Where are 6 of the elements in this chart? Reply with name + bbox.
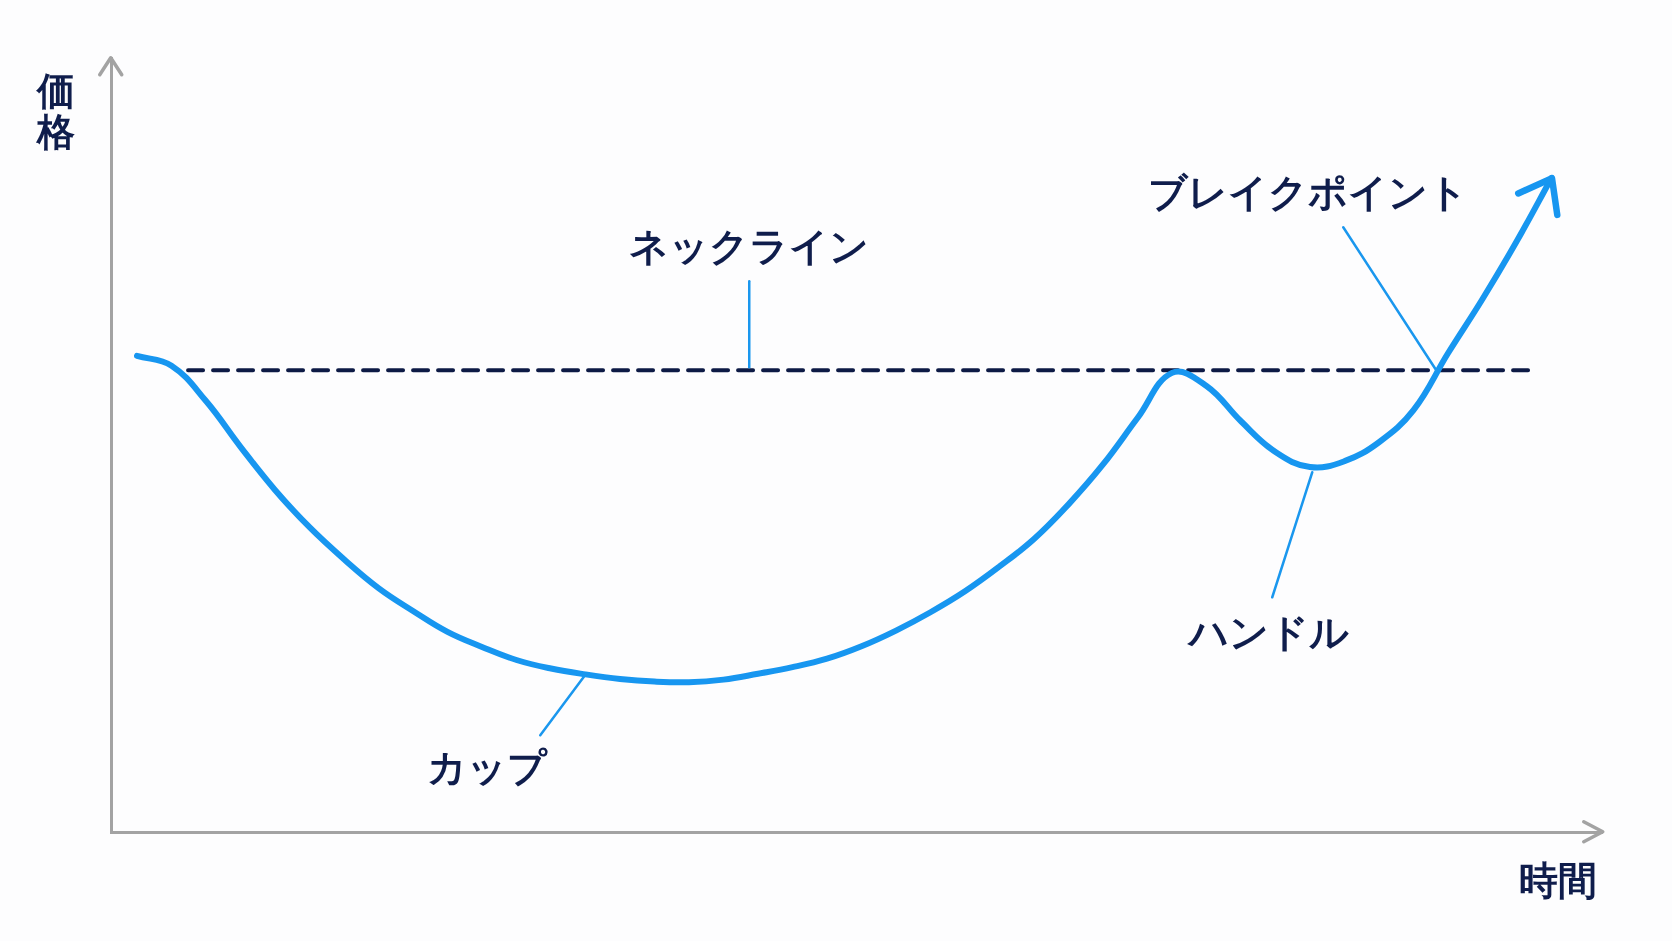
annotation: カップ: [427, 744, 547, 790]
x-axis-title: 時間: [1519, 857, 1597, 903]
y-axis-title: 価格: [37, 69, 75, 154]
annotation: ハンドル: [1189, 609, 1350, 655]
ref-line-label: ネックライン: [629, 223, 870, 269]
annotation: ブレイクポイント: [1147, 169, 1468, 215]
